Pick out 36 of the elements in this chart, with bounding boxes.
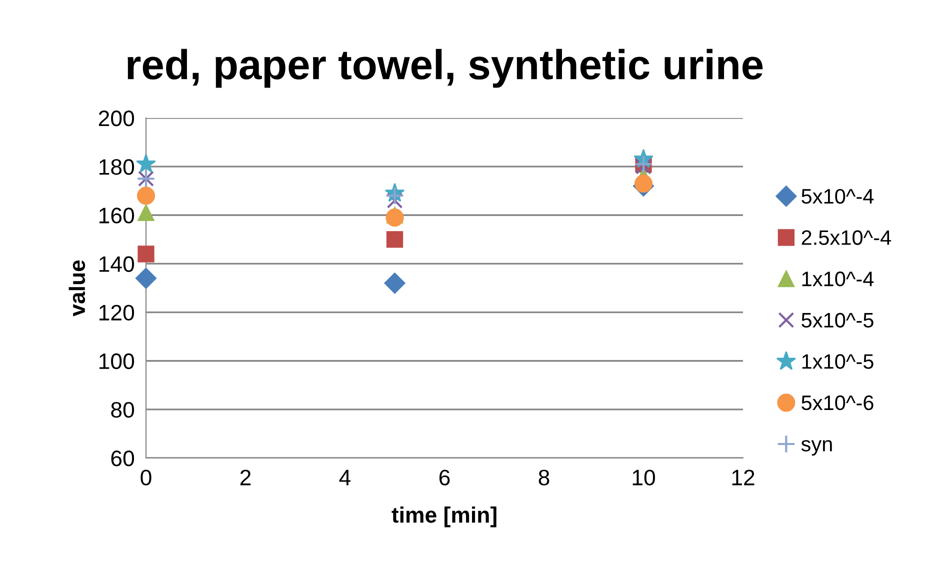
point	[136, 186, 156, 205]
legend-label: 5x10^-6	[802, 395, 874, 410]
point	[386, 208, 404, 227]
point	[138, 204, 154, 222]
y-tick-label: 120	[100, 304, 134, 321]
point	[136, 154, 156, 173]
y-axis-title: value	[68, 260, 86, 316]
x-tick-label: 10	[632, 470, 655, 486]
point	[386, 231, 404, 248]
legend-label: 5x10^-4	[802, 188, 874, 204]
legend-label: 2.5x10^-4	[802, 230, 892, 245]
x-tick-label: 12	[732, 470, 754, 486]
y-tick-label: 140	[100, 256, 134, 272]
x-tick-label: 4	[339, 470, 351, 486]
y-tick-label: 180	[100, 159, 134, 175]
point	[634, 174, 653, 193]
y-tick-label: 200	[98, 110, 134, 126]
point	[385, 186, 404, 206]
x-tick-label: 6	[439, 470, 450, 486]
legend-label: 1x10^-5	[802, 354, 874, 369]
x-tick-label: 0	[140, 470, 152, 486]
point	[135, 268, 157, 289]
y-tick-label: 80	[111, 402, 134, 418]
legend-label: 5x10^-5	[802, 312, 874, 328]
point	[384, 272, 406, 294]
x-tick-label: 8	[538, 470, 550, 486]
y-tick-label: 160	[100, 208, 134, 224]
y-tick-label: 100	[100, 353, 134, 370]
chart-title: red, paper towel, synthetic urine	[128, 48, 763, 88]
legend-label: 1x10^-4	[802, 272, 874, 286]
x-axis-title: time [min]	[392, 506, 496, 528]
y-tick-label: 60	[111, 450, 134, 466]
x-tick-label: 2	[240, 470, 251, 486]
legend-label: syn	[801, 440, 832, 456]
point	[386, 192, 403, 209]
point	[138, 246, 154, 262]
